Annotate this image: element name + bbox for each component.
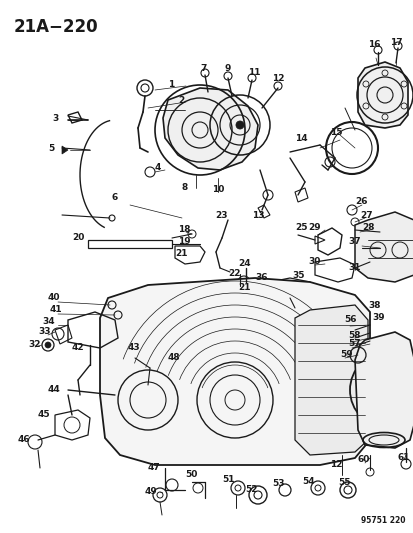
Text: 52: 52 xyxy=(244,486,257,495)
Polygon shape xyxy=(354,332,413,448)
Text: 51: 51 xyxy=(221,475,234,484)
Text: 25: 25 xyxy=(294,223,307,232)
Text: 24: 24 xyxy=(237,260,250,269)
Text: 9: 9 xyxy=(224,63,231,72)
Text: 50: 50 xyxy=(185,471,197,480)
Text: 12: 12 xyxy=(329,461,342,470)
Text: 39: 39 xyxy=(371,313,384,322)
Text: 59: 59 xyxy=(339,351,352,359)
Text: 21A−220: 21A−220 xyxy=(14,18,98,36)
Text: 6: 6 xyxy=(112,193,118,203)
Text: 13: 13 xyxy=(252,211,264,220)
Text: 11: 11 xyxy=(247,68,260,77)
Polygon shape xyxy=(62,146,68,154)
Text: 37: 37 xyxy=(347,238,360,246)
Polygon shape xyxy=(294,305,367,455)
Text: 2: 2 xyxy=(178,95,184,104)
Text: 3: 3 xyxy=(52,114,58,123)
Text: 29: 29 xyxy=(307,223,320,232)
Text: 49: 49 xyxy=(145,488,157,497)
Text: 38: 38 xyxy=(367,301,380,310)
Text: 45: 45 xyxy=(38,410,50,419)
Text: 57: 57 xyxy=(347,340,360,349)
Text: 19: 19 xyxy=(178,238,190,246)
Text: 27: 27 xyxy=(359,211,372,220)
Text: 21: 21 xyxy=(175,249,187,259)
Text: 41: 41 xyxy=(50,305,62,314)
Text: 36: 36 xyxy=(254,273,267,282)
Text: 21: 21 xyxy=(237,284,250,293)
Text: 60: 60 xyxy=(357,456,370,464)
Circle shape xyxy=(45,342,51,348)
Text: 32: 32 xyxy=(28,341,40,350)
Text: 5: 5 xyxy=(48,143,54,152)
Text: 12: 12 xyxy=(271,74,284,83)
Text: 35: 35 xyxy=(291,271,304,279)
Text: 58: 58 xyxy=(347,332,360,341)
Text: 30: 30 xyxy=(307,257,320,266)
Text: 8: 8 xyxy=(182,183,188,192)
Text: 48: 48 xyxy=(168,353,180,362)
Text: 28: 28 xyxy=(361,223,374,232)
Text: 95751 220: 95751 220 xyxy=(361,516,405,525)
Text: 43: 43 xyxy=(128,343,140,352)
Text: 1: 1 xyxy=(168,79,174,88)
Text: 31: 31 xyxy=(347,263,360,272)
Text: 7: 7 xyxy=(199,63,206,72)
Polygon shape xyxy=(163,88,257,170)
Text: 4: 4 xyxy=(154,164,161,173)
Text: 23: 23 xyxy=(214,211,227,220)
Text: 44: 44 xyxy=(48,385,61,394)
Text: 55: 55 xyxy=(337,479,350,488)
Polygon shape xyxy=(357,62,407,128)
Text: 61: 61 xyxy=(397,454,410,463)
Text: 14: 14 xyxy=(294,133,307,142)
Text: 20: 20 xyxy=(72,233,84,243)
Text: 42: 42 xyxy=(72,343,84,352)
Text: 46: 46 xyxy=(18,435,31,445)
Text: 22: 22 xyxy=(228,270,240,279)
Text: 18: 18 xyxy=(178,225,190,235)
Text: 33: 33 xyxy=(38,327,50,336)
Text: 26: 26 xyxy=(354,198,367,206)
Text: 47: 47 xyxy=(147,464,160,472)
Text: 53: 53 xyxy=(271,480,284,489)
Polygon shape xyxy=(100,278,369,465)
Polygon shape xyxy=(354,212,413,282)
Text: 10: 10 xyxy=(211,185,224,195)
Text: 34: 34 xyxy=(42,318,55,327)
Text: 40: 40 xyxy=(48,294,60,303)
Text: 56: 56 xyxy=(343,316,356,325)
Circle shape xyxy=(235,121,243,129)
Text: 54: 54 xyxy=(301,478,314,487)
Text: 16: 16 xyxy=(367,39,380,49)
Text: 15: 15 xyxy=(329,127,342,136)
Text: 17: 17 xyxy=(389,37,402,46)
